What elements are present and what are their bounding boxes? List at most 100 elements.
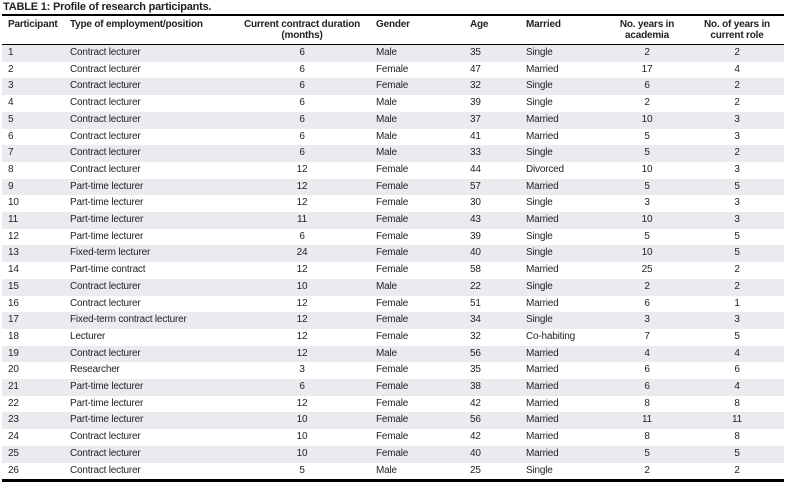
table-cell-years_in_academia: 3 [644, 314, 650, 326]
table-row: 5 Contract lecturer 6 Male 37 Married 10 3 [2, 111, 784, 129]
table-cell-age: 40 [470, 247, 481, 259]
table-cell-contract_duration_months: 6 [299, 113, 305, 125]
table-cell-married: Married [526, 431, 559, 443]
table-cell-years_in_current_role: 3 [734, 163, 740, 175]
table-cell-married: Single [526, 247, 553, 259]
table-cell-employment_type: Part-time lecturer [70, 197, 144, 209]
table-cell-years_in_academia: 6 [644, 80, 650, 92]
table-cell-gender: Female [376, 230, 409, 242]
table-cell-years_in_academia: 10 [641, 214, 653, 226]
column-header-married: Married [520, 15, 604, 45]
table-cell-years_in_academia: 10 [641, 247, 653, 259]
table-cell-gender: Female [376, 197, 409, 209]
table-cell-gender: Female [376, 297, 409, 309]
table-cell-participant: 24 [8, 431, 19, 443]
table-cell-participant: 19 [8, 347, 19, 359]
table-cell-contract_duration_months: 24 [296, 247, 308, 259]
table-cell-years_in_current_role: 5 [734, 247, 740, 259]
table-cell-married: Single [526, 197, 553, 209]
table-cell-age: 40 [470, 447, 481, 459]
table-cell-gender: Male [376, 97, 397, 109]
table-cell-participant: 26 [8, 464, 19, 476]
table-cell-married: Divorced [526, 163, 564, 175]
table-cell-contract_duration_months: 6 [299, 130, 305, 142]
table-cell-years_in_academia: 2 [644, 280, 650, 292]
table-cell-gender: Female [376, 431, 409, 443]
table-cell-gender: Male [376, 47, 397, 58]
table-cell-employment_type: Contract lecturer [70, 464, 141, 476]
table-cell-gender: Male [376, 147, 397, 159]
table-row: 3 Contract lecturer 6 Female 32 Single 6 2 [2, 78, 784, 96]
table-cell-years_in_current_role: 11 [732, 414, 742, 426]
table-cell-years_in_academia: 5 [644, 230, 650, 242]
table-cell-married: Single [526, 47, 553, 58]
table-row: 20 Researcher 3 Female 35 Married 6 6 [2, 362, 784, 380]
column-header-gender: Gender [370, 15, 464, 45]
table-cell-contract_duration_months: 12 [296, 330, 308, 342]
table-cell-contract_duration_months: 12 [296, 314, 308, 326]
table-head: Participant Type of employment/position Cu… [2, 15, 784, 45]
table-cell-years_in_current_role: 1 [734, 297, 740, 309]
table-cell-contract_duration_months: 12 [296, 347, 308, 359]
table-cell-participant: 20 [8, 364, 19, 376]
table-cell-gender: Female [376, 264, 409, 276]
table-cell-contract_duration_months: 6 [299, 147, 305, 159]
table-cell-participant: 7 [8, 147, 14, 159]
table-cell-contract_duration_months: 10 [296, 447, 308, 459]
table-cell-participant: 15 [8, 280, 19, 292]
table-cell-employment_type: Fixed-term contract lecturer [70, 314, 187, 326]
table-cell-years_in_current_role: 3 [734, 214, 740, 226]
table-cell-participant: 18 [8, 330, 19, 342]
table-cell-participant: 17 [8, 314, 19, 326]
table-cell-years_in_academia: 6 [644, 364, 650, 376]
table-cell-employment_type: Contract lecturer [70, 447, 141, 459]
table-cell-age: 39 [470, 97, 481, 109]
table-cell-years_in_current_role: 5 [734, 180, 740, 192]
table-cell-employment_type: Contract lecturer [70, 113, 141, 125]
table-cell-participant: 3 [8, 80, 14, 92]
table-cell-years_in_academia: 2 [644, 47, 650, 58]
table-cell-years_in_academia: 11 [642, 414, 652, 426]
table-row: 22 Part-time lecturer 12 Female 42 Married 8 8 [2, 395, 784, 413]
table-cell-married: Co-habiting [526, 330, 575, 342]
table-cell-participant: 21 [8, 381, 19, 393]
table-cell-participant: 25 [8, 447, 19, 459]
table-cell-participant: 9 [8, 180, 14, 192]
table-cell-gender: Male [376, 130, 397, 142]
table-cell-gender: Female [376, 447, 409, 459]
table-cell-gender: Female [376, 247, 409, 259]
table-cell-years_in_current_role: 2 [734, 97, 740, 109]
table-row: 17 Fixed-term contract lecturer 12 Female 34… [2, 312, 784, 329]
table-cell-gender: Female [376, 163, 409, 175]
table-cell-employment_type: Part-time lecturer [70, 214, 144, 226]
column-header-years_in_current_role: No. of years in current role [688, 15, 784, 45]
table-title: TABLE 1: Profile of research participant… [3, 1, 212, 13]
table-row: 16 Contract lecturer 12 Female 51 Married 6 1 [2, 295, 784, 313]
table-cell-married: Single [526, 97, 553, 109]
table-cell-employment_type: Part-time lecturer [70, 180, 144, 192]
table-cell-married: Married [526, 381, 559, 393]
table-cell-years_in_current_role: 4 [734, 63, 740, 75]
table-cell-contract_duration_months: 12 [296, 397, 308, 409]
table-cell-gender: Female [376, 314, 409, 326]
table-cell-contract_duration_months: 6 [299, 80, 305, 92]
table-row: 19 Contract lecturer 12 Male 56 Married 4 4 [2, 345, 784, 363]
table-cell-gender: Male [376, 464, 397, 476]
table-cell-years_in_current_role: 5 [734, 230, 740, 242]
table-cell-age: 56 [470, 347, 481, 359]
table-cell-employment_type: Fixed-term lecturer [70, 247, 151, 259]
table-cell-married: Single [526, 147, 553, 159]
table-cell-age: 35 [470, 364, 481, 376]
table-cell-gender: Female [376, 214, 409, 226]
table-cell-employment_type: Part-time contract [70, 264, 146, 276]
table-cell-participant: 8 [8, 163, 14, 175]
table-cell-contract_duration_months: 6 [299, 230, 305, 242]
table-cell-years_in_academia: 3 [644, 197, 650, 209]
table-cell-years_in_current_role: 2 [734, 147, 740, 159]
table-cell-age: 42 [470, 397, 481, 409]
table-cell-age: 57 [470, 180, 481, 192]
table-cell-married: Married [526, 414, 559, 426]
table-row: 23 Part-time lecturer 10 Female 56 Married 11 1… [2, 412, 784, 430]
table-cell-age: 51 [470, 297, 481, 309]
table-cell-age: 25 [470, 464, 481, 476]
